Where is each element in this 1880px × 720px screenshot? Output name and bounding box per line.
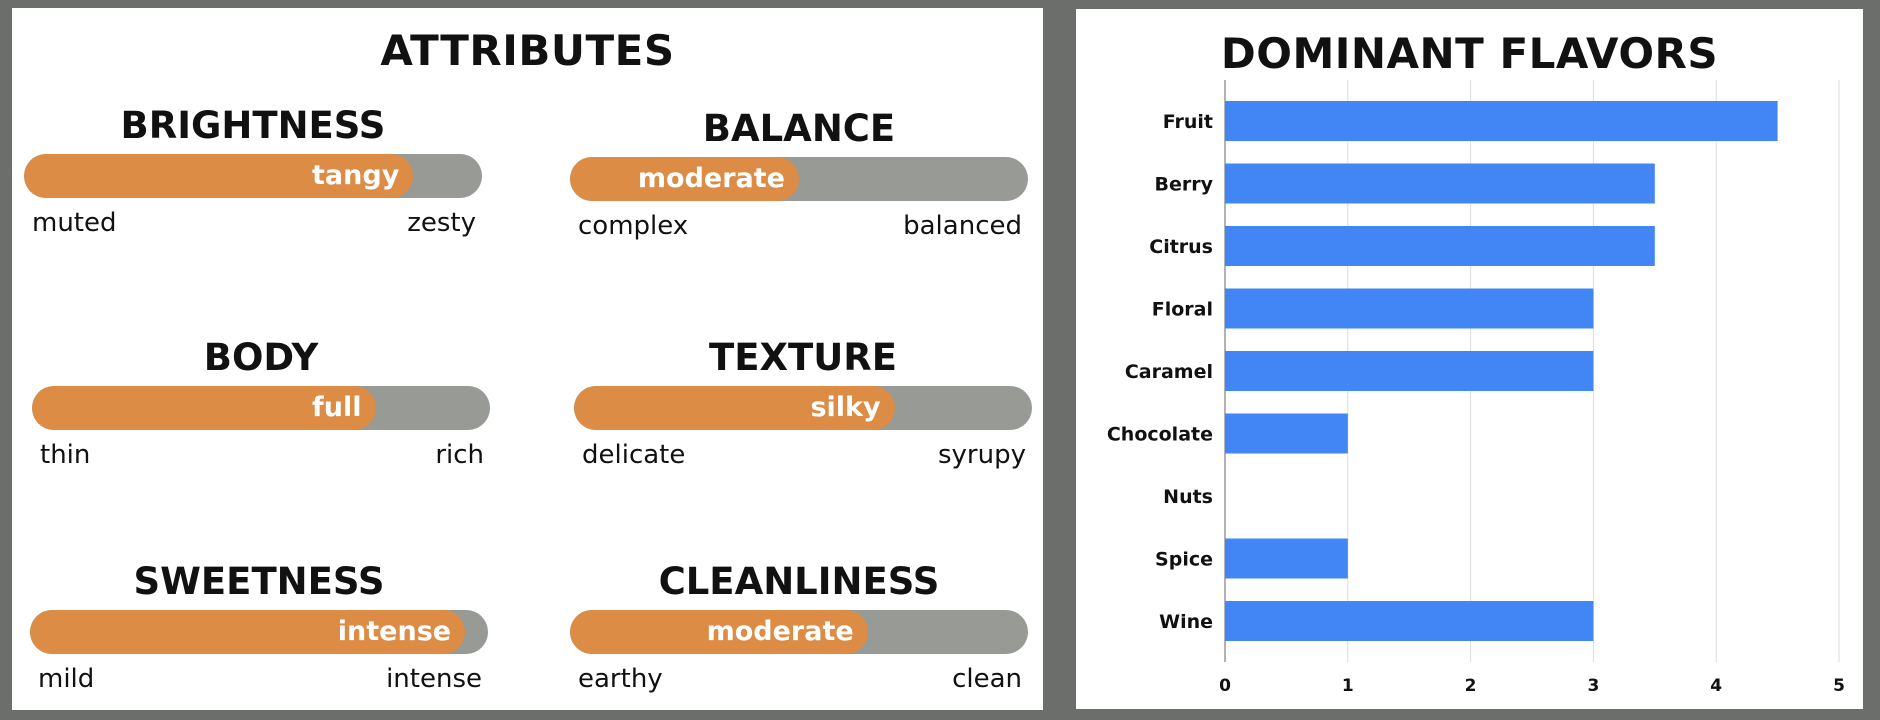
low-label: complex: [578, 211, 689, 241]
high-label: clean: [952, 664, 1022, 694]
x-tick-label: 5: [1833, 676, 1845, 696]
high-label: balanced: [903, 211, 1022, 241]
bar-berry: [1225, 163, 1655, 204]
bar-citrus: [1225, 226, 1655, 266]
attribute-value: tangy: [312, 160, 400, 191]
x-tick-label: 4: [1710, 676, 1722, 696]
attribute-fill: silky: [574, 386, 895, 430]
low-label: earthy: [578, 664, 663, 694]
attribute-bar: moderate: [570, 157, 1028, 201]
flavors-panel: DOMINANT FLAVORS 0 1 2 3 4 5 Fruit Berry Citrus F…: [1076, 9, 1863, 709]
attribute-name: BRIGHTNESS: [120, 104, 386, 147]
category-label: Wine: [1159, 611, 1213, 633]
attribute-bar: tangy: [24, 154, 482, 198]
x-tick-label: 3: [1587, 676, 1599, 696]
attribute-name: CLEANLINESS: [658, 560, 940, 603]
bar-caramel: [1225, 351, 1594, 391]
bar-spice: [1225, 538, 1348, 579]
attribute-value: full: [312, 392, 362, 423]
high-label: zesty: [407, 208, 476, 238]
category-label: Spice: [1155, 549, 1213, 571]
category-label: Floral: [1152, 299, 1213, 321]
attribute-texture: TEXTURE silky delicate syrupy: [574, 336, 1032, 470]
low-label: thin: [40, 440, 91, 470]
x-tick-label: 1: [1342, 676, 1354, 696]
bar-wine: [1225, 601, 1594, 641]
attribute-fill: intense: [30, 610, 466, 654]
low-label: muted: [32, 208, 117, 238]
category-label: Caramel: [1125, 361, 1213, 383]
attribute-bar: full: [32, 386, 490, 430]
attribute-cleanliness: CLEANLINESS moderate earthy clean: [570, 560, 1028, 694]
attribute-value: silky: [810, 392, 881, 423]
low-label: mild: [38, 664, 95, 694]
x-tick-label: 0: [1219, 676, 1231, 696]
bar-fruit: [1225, 101, 1778, 141]
attribute-name: TEXTURE: [708, 336, 898, 379]
flavor-bar-chart: 0 1 2 3 4 5 Fruit Berry Citrus Floral Caramel Choco…: [1107, 80, 1845, 696]
attribute-value: moderate: [637, 163, 785, 194]
category-label: Nuts: [1163, 486, 1213, 508]
bar-chocolate: [1225, 413, 1348, 454]
category-label: Fruit: [1163, 111, 1213, 133]
category-label: Berry: [1155, 174, 1214, 196]
attribute-brightness: BRIGHTNESS tangy muted zesty: [24, 104, 482, 238]
high-label: rich: [435, 440, 484, 470]
attribute-name: BODY: [203, 336, 319, 379]
attribute-fill: full: [32, 386, 376, 430]
attribute-body: BODY full thin rich: [32, 336, 490, 470]
attribute-fill: tangy: [24, 154, 414, 198]
attribute-fill: moderate: [570, 610, 868, 654]
attributes-title: ATTRIBUTES: [380, 26, 675, 75]
high-label: intense: [386, 664, 482, 694]
attribute-bar: intense: [30, 610, 488, 654]
attribute-sweetness: SWEETNESS intense mild intense: [30, 560, 488, 694]
bar-floral: [1225, 288, 1594, 329]
low-label: delicate: [582, 440, 686, 470]
category-label: Chocolate: [1107, 424, 1213, 446]
category-label: Citrus: [1149, 236, 1213, 258]
attributes-panel: ATTRIBUTES BRIGHTNESS tangy muted zesty …: [12, 8, 1043, 710]
attribute-value: intense: [337, 616, 452, 647]
attribute-name: BALANCE: [702, 107, 896, 150]
attribute-balance: BALANCE moderate complex balanced: [570, 107, 1028, 241]
x-tick-label: 2: [1465, 676, 1477, 696]
attribute-fill: moderate: [570, 157, 799, 201]
attribute-bar: silky: [574, 386, 1032, 430]
high-label: syrupy: [938, 440, 1026, 470]
attribute-name: SWEETNESS: [133, 560, 385, 603]
attribute-value: moderate: [706, 616, 854, 647]
chart-title: DOMINANT FLAVORS: [1220, 29, 1719, 78]
attribute-bar: moderate: [570, 610, 1028, 654]
